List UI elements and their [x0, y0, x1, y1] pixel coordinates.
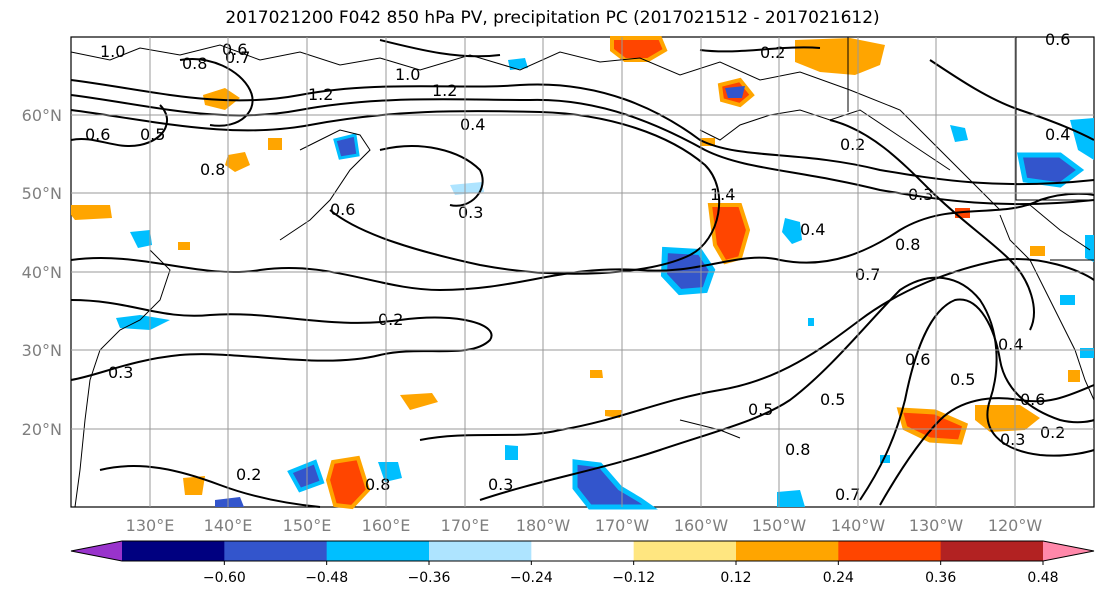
contour-label: 0.5 — [820, 390, 845, 409]
map-title: 2017021200 F042 850 hPa PV, precipitatio… — [225, 8, 880, 28]
contour-label: 0.3 — [458, 203, 483, 222]
coastlines — [70, 37, 1095, 508]
colorbar-extend-high — [1043, 541, 1094, 561]
contour-label: 0.6 — [1045, 30, 1070, 49]
colorbar-tick-label: 0.36 — [925, 570, 956, 586]
lon-label: 170°W — [595, 516, 650, 535]
contour-label: 0.3 — [108, 363, 133, 382]
lon-label: 130°W — [909, 516, 964, 535]
lon-label: 150°W — [752, 516, 807, 535]
lon-label: 160°W — [674, 516, 729, 535]
contour-label: 1.2 — [308, 85, 333, 104]
contour-label: 0.4 — [800, 220, 825, 239]
colorbar-segment — [736, 541, 839, 561]
contour-label: 0.8 — [200, 160, 225, 179]
colorbar-outline — [70, 540, 1095, 562]
lat-label-30: 30°N — [22, 341, 62, 360]
lat-label-50: 50°N — [22, 184, 62, 203]
contour-label: 1.4 — [710, 185, 735, 204]
latitude-axis: 60°N 50°N 40°N 30°N 20°N — [22, 106, 62, 439]
contour-label: 0.4 — [1045, 125, 1070, 144]
contour-label: 0.8 — [182, 54, 207, 73]
contour-label: 0.6 — [330, 200, 355, 219]
lat-label-40: 40°N — [22, 263, 62, 282]
contour-label: 0.2 — [760, 43, 785, 62]
contour-label: 0.8 — [895, 235, 920, 254]
lon-label: 140°W — [831, 516, 886, 535]
lat-label-60: 60°N — [22, 106, 62, 125]
contour-label: 0.4 — [460, 115, 485, 134]
colorbar-tick-label: −0.36 — [408, 570, 451, 586]
contour-label: 0.5 — [950, 370, 975, 389]
colorbar-tick-label: 0.24 — [823, 570, 854, 586]
contour-label: 0.2 — [840, 135, 865, 154]
map-panel: 1.0 0.6 0.8 0.7 1.2 0.5 0.6 0.8 0.6 1.0 … — [70, 30, 1095, 510]
lat-label-20: 20°N — [22, 420, 62, 439]
contour-label: 0.6 — [1020, 390, 1045, 409]
contour-label: 0.7 — [225, 48, 250, 67]
contour-label: 0.6 — [905, 350, 930, 369]
contour-label: 0.7 — [855, 265, 880, 284]
contour-label: 0.3 — [908, 185, 933, 204]
colorbar-segment — [122, 541, 225, 561]
colorbar-segment — [531, 541, 635, 561]
contour-label: 1.0 — [395, 65, 420, 84]
colorbar: −0.60 −0.48 −0.36 −0.24 −0.12 0.12 0.24 0.36 0.4… — [70, 540, 1095, 586]
colorbar-tick-label: −0.24 — [510, 570, 553, 586]
contour-label: 0.6 — [85, 125, 110, 144]
lon-label: 130°E — [126, 516, 175, 535]
contour-label: 0.8 — [785, 440, 810, 459]
lon-label: 160°E — [362, 516, 411, 535]
contour-label: 0.7 — [835, 485, 860, 504]
colorbar-tick-label: −0.48 — [305, 570, 348, 586]
contour-label: 0.5 — [140, 125, 165, 144]
colorbar-tick-label: 0.48 — [1027, 570, 1058, 586]
colorbar-tick-label: −0.60 — [203, 570, 246, 586]
longitude-axis: 130°E 140°E 150°E 160°E 170°E 180°W 170°… — [126, 516, 1043, 535]
contour-label: 0.4 — [998, 335, 1023, 354]
graticule — [71, 37, 1094, 507]
contour-label: 0.8 — [365, 475, 390, 494]
colorbar-segment — [224, 541, 328, 561]
contour-label: 0.2 — [378, 310, 403, 329]
lon-label: 120°W — [988, 516, 1043, 535]
colorbar-segment — [326, 541, 430, 561]
contour-label: 0.3 — [1000, 430, 1025, 449]
contour-label: 0.3 — [488, 475, 513, 494]
lon-label: 170°E — [441, 516, 490, 535]
colorbar-segment — [633, 541, 737, 561]
contour-label: 1.0 — [100, 42, 125, 61]
lon-label: 150°E — [283, 516, 332, 535]
contour-label: 0.2 — [1040, 423, 1065, 442]
colorbar-segment — [940, 541, 1044, 561]
precipitation-fill — [71, 36, 1094, 510]
contour-label: 0.2 — [236, 465, 261, 484]
colorbar-segment — [429, 541, 532, 561]
colorbar-tick-label: −0.12 — [612, 570, 655, 586]
colorbar-extend-low — [71, 541, 122, 561]
contour-label: 0.5 — [748, 400, 773, 419]
lon-label: 180°W — [516, 516, 571, 535]
lon-label: 140°E — [204, 516, 253, 535]
contour-label: 1.2 — [432, 81, 457, 100]
colorbar-tick-label: 0.12 — [720, 570, 751, 586]
colorbar-segment — [838, 541, 942, 561]
contour-label-group: 1.0 0.6 0.8 0.7 1.2 0.5 0.6 0.8 0.6 1.0 … — [85, 30, 1070, 504]
